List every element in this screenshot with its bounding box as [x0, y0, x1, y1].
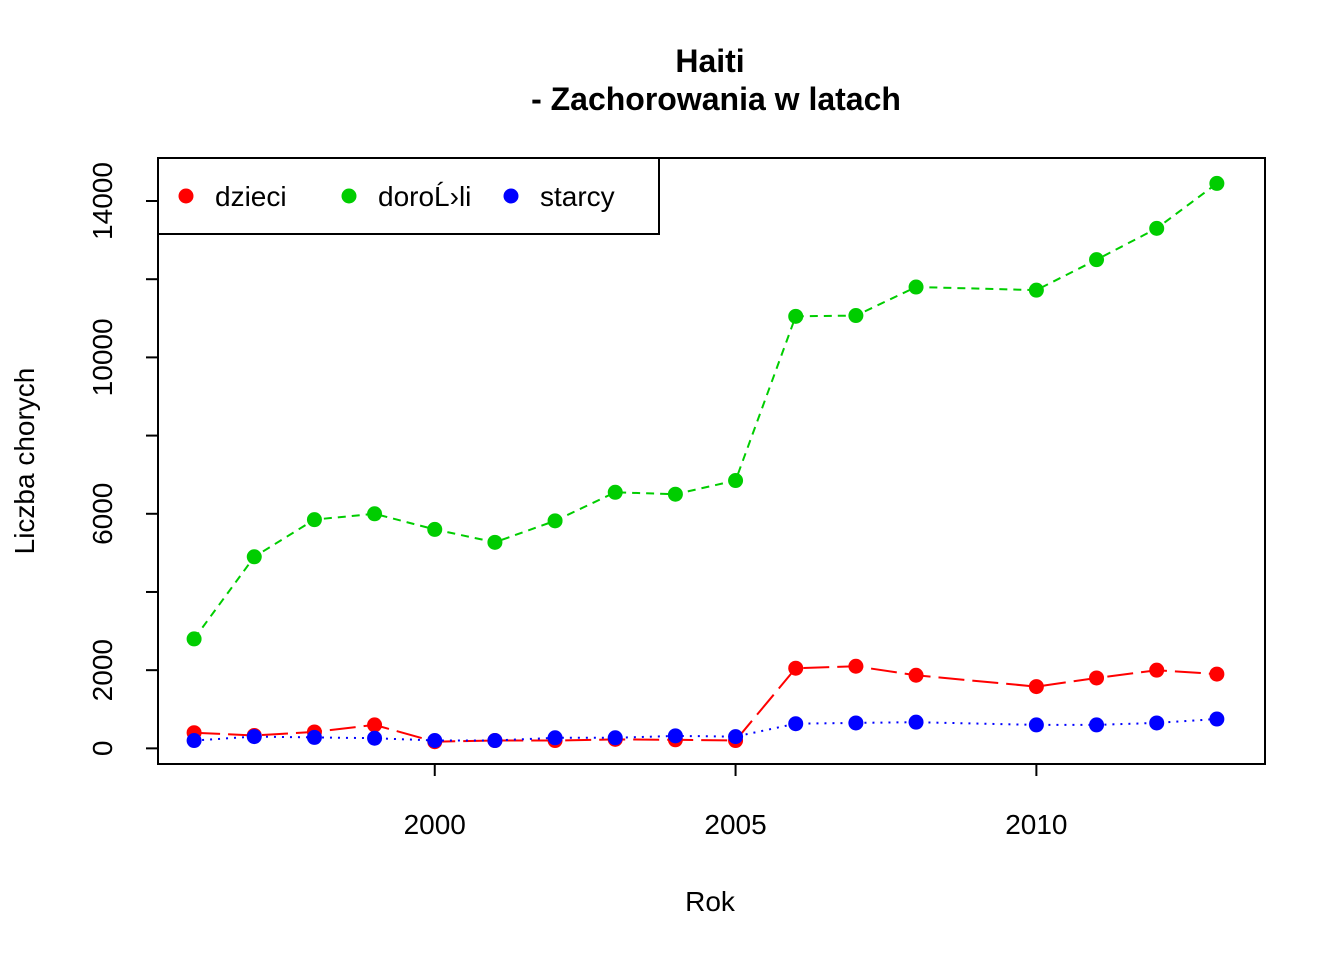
data-point: [547, 513, 563, 529]
legend: dzieci doroĹ›li starcy: [157, 157, 660, 235]
data-point: [1149, 715, 1165, 731]
series-starcy: [186, 711, 1225, 749]
x-tick-label: 2005: [704, 809, 766, 840]
data-point: [788, 716, 804, 732]
data-point: [908, 667, 924, 683]
legend-label: doroĹ›li: [378, 181, 471, 212]
legend-item-dzieci: dzieci: [178, 181, 287, 212]
y-tick-label: 6000: [87, 483, 118, 545]
data-point: [908, 714, 924, 730]
data-point: [1209, 175, 1225, 191]
data-point: [186, 631, 202, 647]
data-point: [246, 549, 262, 565]
data-point: [848, 715, 864, 731]
data-point: [1149, 220, 1165, 236]
data-point: [607, 484, 623, 500]
y-tick-label: 10000: [87, 318, 118, 396]
legend-marker: [341, 188, 357, 204]
legend-label: dzieci: [215, 181, 287, 212]
x-axis: 2000 2005 2010: [404, 763, 1068, 840]
data-point: [1089, 252, 1105, 268]
legend-box: [157, 157, 660, 235]
data-point: [547, 730, 563, 746]
y-tick-label: 14000: [87, 162, 118, 240]
chart-subtitle: - Zachorowania w latach: [531, 81, 901, 117]
data-point: [306, 512, 322, 528]
series-layer: [186, 175, 1225, 750]
legend-label: starcy: [540, 181, 615, 212]
x-axis-label: Rok: [685, 886, 736, 917]
data-point: [788, 308, 804, 324]
data-point: [367, 717, 383, 733]
x-tick-label: 2000: [404, 809, 466, 840]
data-point: [487, 534, 503, 550]
data-point: [728, 473, 744, 489]
data-point: [848, 658, 864, 674]
data-point: [1028, 717, 1044, 733]
data-point: [667, 728, 683, 744]
legend-item-doroĹ›li: doroĹ›li: [341, 181, 471, 212]
data-point: [367, 730, 383, 746]
data-point: [1209, 666, 1225, 682]
data-point: [427, 521, 443, 537]
series-doroĹ›li: [186, 175, 1225, 647]
y-tick-label: 2000: [87, 639, 118, 701]
legend-marker: [178, 188, 194, 204]
data-point: [306, 729, 322, 745]
data-point: [1028, 679, 1044, 695]
series-line: [193, 182, 1218, 640]
data-point: [607, 730, 623, 746]
series-line: [194, 718, 1217, 742]
y-tick-label: 0: [87, 741, 118, 757]
data-point: [246, 729, 262, 745]
data-point: [1028, 282, 1044, 298]
y-axis: 0 2000 6000 10000 14000: [87, 162, 159, 757]
data-point: [667, 486, 683, 502]
data-point: [908, 279, 924, 295]
x-tick-label: 2010: [1005, 809, 1067, 840]
data-point: [487, 733, 503, 749]
series-line: [194, 665, 1217, 743]
chart-title: Haiti: [675, 43, 744, 79]
legend-marker: [503, 188, 519, 204]
y-axis-label: Liczba chorych: [9, 368, 40, 555]
data-point: [848, 308, 864, 324]
data-point: [788, 660, 804, 676]
data-point: [728, 729, 744, 745]
data-point: [367, 506, 383, 522]
data-point: [1149, 662, 1165, 678]
data-point: [1089, 717, 1105, 733]
series-dzieci: [186, 658, 1225, 750]
legend-item-starcy: starcy: [503, 181, 615, 212]
data-point: [1209, 711, 1225, 727]
data-point: [186, 733, 202, 749]
data-point: [427, 733, 443, 749]
data-point: [1089, 670, 1105, 686]
